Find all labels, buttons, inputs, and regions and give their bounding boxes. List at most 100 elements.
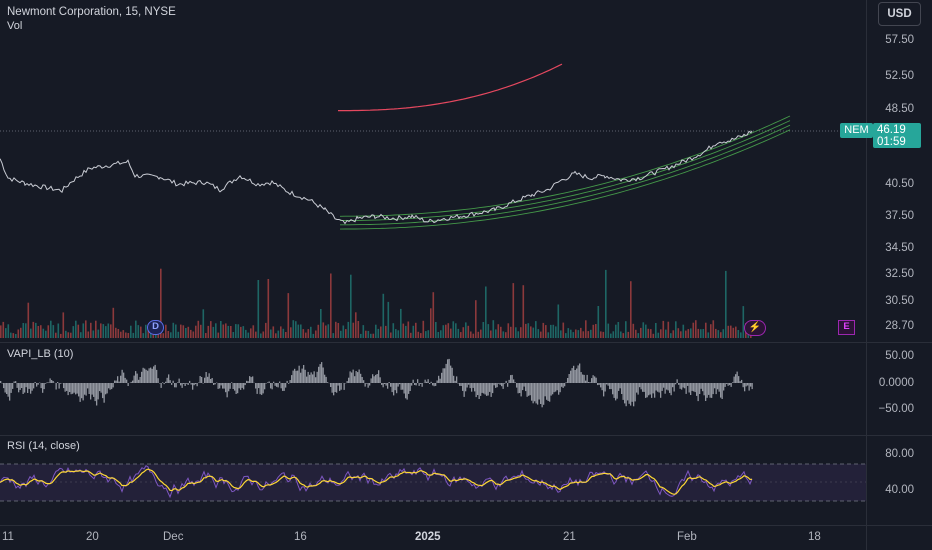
volume-bar xyxy=(500,326,502,338)
vapi-bar xyxy=(520,383,522,397)
vapi-bar xyxy=(22,383,24,394)
dividend-marker[interactable]: D xyxy=(147,320,164,335)
volume-bar xyxy=(592,324,595,338)
volume-bar xyxy=(415,322,417,338)
vapi-pane-label[interactable]: VAPI_LB (10) xyxy=(7,348,74,360)
vapi-bar xyxy=(361,377,363,383)
vapi-bar xyxy=(204,377,206,383)
vapi-bar xyxy=(699,383,701,394)
volume-bar xyxy=(520,327,522,338)
volume-bar xyxy=(267,279,270,338)
volume-bar xyxy=(365,330,367,338)
volume-bar xyxy=(117,329,120,338)
volume-bar xyxy=(542,322,545,338)
earnings-marker[interactable]: E xyxy=(838,320,855,335)
vapi-bar xyxy=(87,383,89,389)
vapi-bar xyxy=(424,379,426,383)
vapi-bar xyxy=(427,379,429,383)
vapi-bar xyxy=(552,383,554,395)
vapi-bar xyxy=(561,383,563,387)
price-chart-area[interactable] xyxy=(0,0,866,550)
vapi-bar xyxy=(517,383,519,394)
volume-label[interactable]: Vol xyxy=(7,20,23,32)
vapi-bar xyxy=(141,371,143,383)
volume-bar xyxy=(687,329,690,338)
vapi-bar xyxy=(394,383,396,391)
vapi-bar xyxy=(256,383,258,394)
volume-bar xyxy=(272,326,275,338)
vapi-bar xyxy=(360,373,362,383)
volume-bar xyxy=(205,333,207,338)
volume-bar xyxy=(497,324,500,338)
vapi-bar xyxy=(189,380,191,383)
vapi-bar xyxy=(486,383,488,396)
vapi-bar xyxy=(351,372,353,383)
volume-bar xyxy=(555,326,557,338)
volume-bar xyxy=(102,324,105,338)
vapi-bar xyxy=(667,383,669,391)
vapi-bar xyxy=(79,383,81,402)
vapi-bar xyxy=(531,383,533,401)
volume-bar xyxy=(217,332,220,338)
volume-bar xyxy=(40,325,42,338)
flash-marker[interactable]: ⚡ xyxy=(744,320,766,336)
volume-bar xyxy=(180,324,182,338)
volume-bar xyxy=(177,331,180,338)
vapi-bar xyxy=(298,365,300,383)
projection-arc xyxy=(338,63,563,112)
volume-bar xyxy=(302,329,305,338)
vapi-bar xyxy=(174,383,176,388)
volume-bar xyxy=(532,327,535,338)
volume-bar xyxy=(170,332,172,338)
vapi-bar xyxy=(597,383,599,386)
vapi-bar xyxy=(472,383,474,388)
vapi-bar xyxy=(555,383,557,392)
vapi-bar xyxy=(267,382,269,383)
vapi-bar xyxy=(622,383,624,400)
volume-bar xyxy=(550,324,552,338)
vapi-bar xyxy=(268,381,270,383)
volume-bar xyxy=(645,324,647,338)
vapi-bar xyxy=(262,383,264,394)
volume-bar xyxy=(640,327,642,338)
vapi-bar xyxy=(693,383,695,392)
vapi-bar xyxy=(226,383,228,398)
volume-bar xyxy=(292,320,295,338)
vapi-bar xyxy=(678,383,680,385)
time-axis-label: Dec xyxy=(163,531,184,543)
vapi-bar xyxy=(229,383,231,389)
vapi-bar xyxy=(501,383,503,387)
vapi-bar xyxy=(279,381,281,383)
vapi-bar xyxy=(573,365,575,383)
vapi-bar xyxy=(513,379,515,383)
vapi-bar xyxy=(538,383,540,400)
symbol-title[interactable]: Newmont Corporation, 15, NYSE xyxy=(7,6,176,18)
vapi-bar xyxy=(243,383,245,390)
volume-bar xyxy=(575,329,577,338)
vapi-bar xyxy=(42,383,44,393)
volume-bar xyxy=(212,326,215,338)
pane-divider-vapi[interactable] xyxy=(0,342,932,343)
vapi-bar xyxy=(720,383,722,398)
vapi-bar xyxy=(379,377,381,383)
pane-divider-rsi[interactable] xyxy=(0,435,932,436)
vapi-bar xyxy=(231,382,233,383)
currency-button[interactable]: USD xyxy=(878,2,921,26)
vapi-bar xyxy=(123,372,125,383)
volume-bar xyxy=(95,320,97,338)
volume-bar xyxy=(290,327,292,338)
price-axis-label: 57.50 xyxy=(885,34,914,46)
vapi-bar xyxy=(64,383,66,392)
volume-bar xyxy=(665,329,667,338)
vapi-bar xyxy=(3,383,5,389)
vapi-bar xyxy=(546,383,548,400)
volume-bar xyxy=(305,332,307,338)
vapi-bar xyxy=(96,383,98,406)
vapi-bar xyxy=(283,383,285,391)
volume-bar xyxy=(620,331,622,338)
volume-bar xyxy=(677,328,680,338)
time-axis-label: 20 xyxy=(86,531,99,543)
rsi-pane-label[interactable]: RSI (14, close) xyxy=(7,440,80,452)
vapi-bar xyxy=(51,380,53,383)
